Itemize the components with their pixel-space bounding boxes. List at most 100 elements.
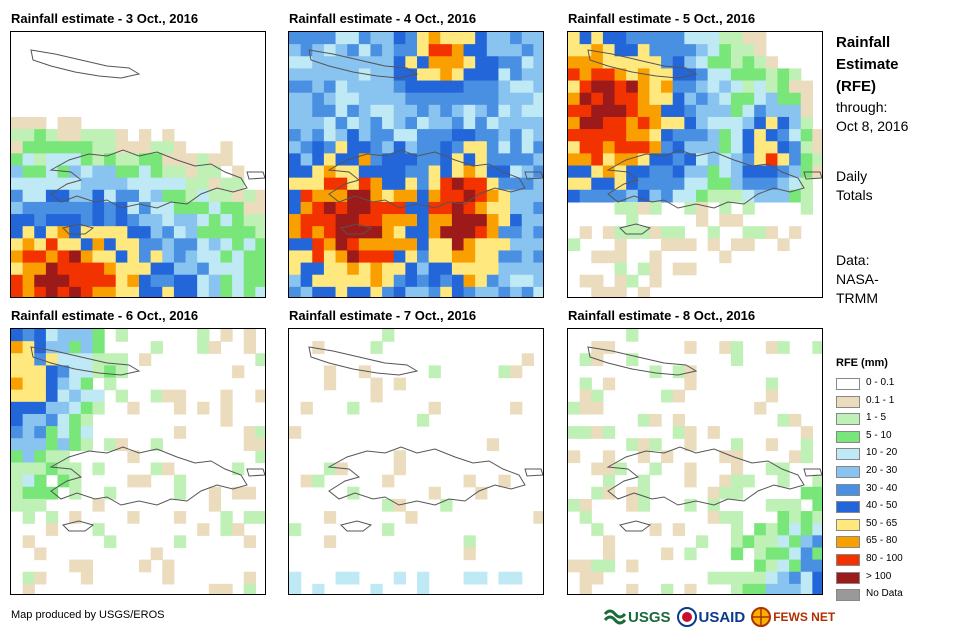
- rainfall-cell: [649, 56, 662, 70]
- rainfall-cell: [115, 226, 128, 239]
- rainfall-cell: [22, 250, 35, 264]
- rainfall-cell: [440, 250, 453, 264]
- rainfall-cell: [150, 238, 163, 252]
- rainfall-cell: [684, 177, 697, 191]
- rainfall-cell: [405, 165, 418, 179]
- rainfall-cell: [208, 583, 222, 594]
- rainfall-cell: [777, 547, 790, 561]
- rainfall-cell: [197, 250, 210, 264]
- rainfall-cell: [150, 250, 163, 264]
- rainfall-cell: [300, 262, 313, 276]
- rainfall-cell: [533, 214, 543, 227]
- rainfall-cell: [707, 129, 720, 142]
- rainfall-cell: [777, 238, 790, 252]
- rainfall-cell: [684, 129, 697, 142]
- rainfall-cell: [777, 341, 790, 354]
- rainfall-cell: [45, 201, 59, 215]
- rainfall-cell: [730, 353, 744, 367]
- rainfall-cell: [579, 401, 592, 415]
- rainfall-cell: [162, 571, 175, 585]
- rainfall-cell: [521, 116, 534, 130]
- rainfall-cell: [533, 238, 543, 252]
- rainfall-cell: [498, 226, 511, 239]
- rainfall-grid-oct-3: [11, 49, 265, 297]
- rainfall-cell: [719, 511, 732, 524]
- rainfall-cell: [707, 104, 720, 118]
- rainfall-cell: [777, 498, 790, 512]
- rainfall-cell: [451, 250, 465, 264]
- rainfall-cell: [475, 214, 488, 227]
- legend-label: 1 - 5: [866, 412, 887, 424]
- rainfall-cell: [208, 286, 222, 297]
- rainfall-cell: [243, 571, 256, 585]
- rainfall-cell: [521, 44, 534, 57]
- rainfall-cell: [602, 189, 616, 203]
- rainfall-cell: [115, 329, 128, 342]
- rainfall-cell: [69, 226, 82, 239]
- rainfall-cell: [637, 92, 651, 106]
- rainfall-cell: [696, 141, 709, 154]
- rainfall-cell: [92, 274, 105, 288]
- rainfall-cell: [510, 104, 523, 118]
- rainfall-cell: [812, 474, 822, 488]
- rainfall-cell: [591, 104, 604, 118]
- rainfall-cell: [579, 559, 592, 573]
- rainfall-cell: [162, 286, 175, 297]
- rainfall-cell: [220, 177, 233, 191]
- rainfall-cell: [602, 377, 616, 391]
- jamaica-outline: [62, 223, 95, 235]
- rainfall-cell: [602, 177, 616, 191]
- rainfall-cell: [602, 129, 616, 142]
- rainfall-cell: [521, 56, 534, 70]
- rainfall-cell: [475, 571, 488, 585]
- rainfall-cell: [232, 201, 245, 215]
- rainfall-cell: [486, 177, 500, 191]
- rainfall-cell: [754, 189, 767, 203]
- rainfall-cell: [127, 450, 140, 464]
- rainfall-cell: [754, 226, 767, 239]
- rainfall-cell: [451, 274, 465, 288]
- rainfall-cell: [11, 274, 24, 288]
- rainfall-cell: [626, 32, 639, 45]
- rainfall-cell: [335, 68, 348, 82]
- rainfall-cell: [765, 56, 779, 70]
- rainfall-cell: [323, 262, 337, 276]
- rainfall-cell: [34, 474, 47, 488]
- rainfall-cell: [730, 583, 744, 594]
- rainfall-cell: [777, 177, 790, 191]
- rainfall-cell: [637, 153, 651, 167]
- rainfall-cell: [11, 250, 24, 264]
- data-line-2: NASA-: [836, 271, 879, 287]
- rainfall-map-oct-4: [288, 31, 544, 298]
- rainfall-cell: [591, 80, 604, 94]
- rainfall-cell: [428, 56, 441, 70]
- rainfall-cell: [730, 474, 744, 488]
- rainfall-cell: [591, 165, 604, 179]
- rainfall-cell: [80, 153, 94, 167]
- rainfall-cell: [289, 571, 302, 585]
- rainfall-cell: [22, 365, 35, 379]
- legend-label: 50 - 65: [866, 517, 898, 529]
- rainfall-cell: [393, 177, 406, 191]
- rainfall-cell: [463, 56, 476, 70]
- rainfall-cell: [696, 189, 709, 203]
- rainfall-cell: [521, 129, 534, 142]
- rainfall-cell: [382, 498, 395, 512]
- rainfall-cell: [626, 165, 639, 179]
- rainfall-cell: [393, 262, 406, 276]
- rainfall-cell: [614, 226, 627, 239]
- rainfall-cell: [150, 547, 163, 561]
- rainfall-cell: [197, 214, 210, 227]
- rainfall-cell: [498, 286, 511, 297]
- rainfall-cell: [463, 274, 476, 288]
- rainfall-cell: [289, 153, 302, 167]
- rainfall-cell: [765, 141, 779, 154]
- legend-title: RFE (mm): [836, 357, 888, 369]
- rainfall-cell: [707, 80, 720, 94]
- rainfall-cell: [370, 389, 383, 403]
- rainfall-cell: [661, 104, 674, 118]
- rainfall-cell: [602, 535, 616, 549]
- rainfall-cell: [92, 401, 105, 415]
- rainfall-cell: [57, 401, 70, 415]
- rainfall-cell: [777, 523, 790, 536]
